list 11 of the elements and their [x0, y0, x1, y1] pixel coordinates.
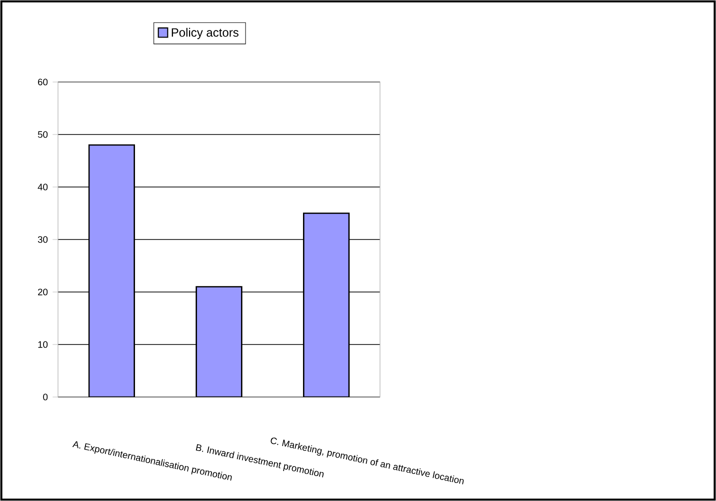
bar [196, 286, 242, 397]
y-tick-label: 0 [43, 394, 48, 400]
bar [303, 212, 350, 397]
y-tick-label: 30 [38, 236, 48, 243]
y-tick-label: 60 [38, 78, 48, 86]
bar [88, 144, 136, 397]
y-tick-label: 10 [38, 341, 48, 348]
y-tick-label: 50 [38, 131, 48, 138]
y-tick-label: 40 [38, 184, 48, 190]
y-tick-label: 20 [38, 288, 48, 296]
legend-label: Policy actors [172, 28, 238, 40]
